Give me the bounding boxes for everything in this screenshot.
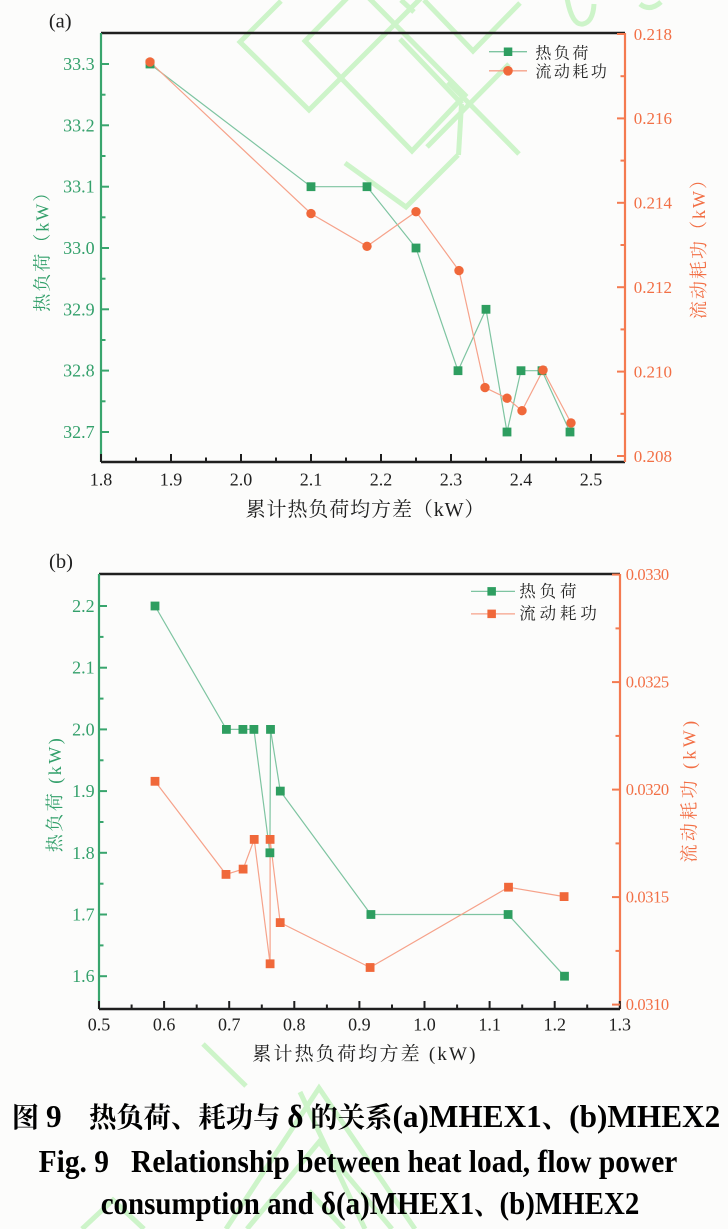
svg-text:32.9: 32.9 [63,299,95,319]
svg-text:0.214: 0.214 [634,194,673,213]
svg-text:流动耗功: 流动耗功 [535,59,609,82]
svg-text:2.0: 2.0 [72,719,95,739]
svg-text:0.212: 0.212 [634,278,672,297]
svg-text:1.0: 1.0 [413,1015,436,1035]
svg-text:0.0325: 0.0325 [626,673,669,692]
svg-text:(a): (a) [49,11,72,33]
svg-text:热负荷: 热负荷 [519,578,580,602]
svg-text:1.9: 1.9 [72,781,95,801]
svg-text:2.2: 2.2 [72,596,95,616]
svg-text:1.8: 1.8 [90,470,113,490]
svg-text:1.2: 1.2 [543,1015,566,1035]
svg-text:热负荷（kW）: 热负荷（kW） [29,182,55,312]
svg-text:33.0: 33.0 [63,238,95,258]
svg-text:0.0330: 0.0330 [626,565,669,584]
svg-text:1.8: 1.8 [72,843,95,863]
svg-text:热负荷: 热负荷 [535,40,591,63]
svg-text:累计热负荷均方差（kW）: 累计热负荷均方差（kW） [246,493,486,522]
svg-text:流动耗功（kW）: 流动耗功（kW） [685,169,711,319]
svg-text:2.1: 2.1 [300,470,323,490]
svg-text:2.1: 2.1 [72,658,95,678]
svg-text:0.8: 0.8 [283,1015,306,1035]
svg-text:2.4: 2.4 [510,470,533,490]
svg-text:0.216: 0.216 [634,109,672,128]
svg-text:0.6: 0.6 [153,1015,176,1035]
svg-text:1.1: 1.1 [478,1015,501,1035]
svg-text:0.5: 0.5 [88,1015,111,1035]
svg-text:0.0310: 0.0310 [626,995,669,1014]
svg-text:1.7: 1.7 [72,905,95,925]
svg-text:2.2: 2.2 [370,470,393,490]
svg-text:0.218: 0.218 [634,25,672,44]
svg-text:1.9: 1.9 [160,470,183,490]
svg-text:(b): (b) [49,551,73,573]
svg-text:32.8: 32.8 [63,361,95,381]
svg-text:1.6: 1.6 [72,966,95,986]
svg-text:2.0: 2.0 [230,470,253,490]
svg-text:2.5: 2.5 [580,470,603,490]
svg-text:33.1: 33.1 [63,177,95,197]
svg-text:0.208: 0.208 [634,447,672,466]
svg-text:1.3: 1.3 [609,1015,632,1035]
svg-text:33.3: 33.3 [63,54,95,74]
svg-text:0.7: 0.7 [218,1015,241,1035]
svg-text:32.7: 32.7 [63,422,95,442]
svg-text:0.210: 0.210 [634,362,672,381]
svg-text:0.0320: 0.0320 [626,780,669,799]
svg-text:0.9: 0.9 [348,1015,371,1035]
svg-text:流动耗功: 流动耗功 [519,600,601,624]
svg-text:0.0315: 0.0315 [626,888,669,907]
svg-text:33.2: 33.2 [63,115,95,135]
svg-text:2.3: 2.3 [440,470,463,490]
svg-text:累计热负荷均方差 (kW): 累计热负荷均方差 (kW) [252,1039,477,1066]
svg-text:热负荷 (kW): 热负荷 (kW) [41,736,67,852]
svg-text:流动耗功 (kW): 流动耗功 (kW) [676,717,702,862]
